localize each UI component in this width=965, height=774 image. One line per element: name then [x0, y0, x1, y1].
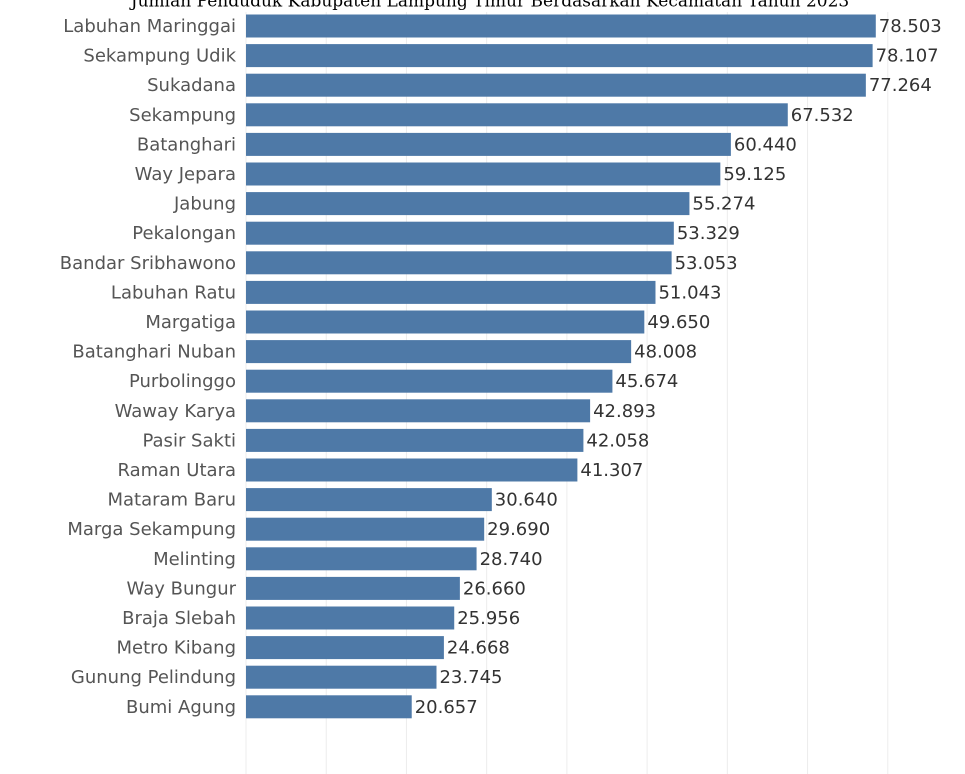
y-tick-label: Marga Sekampung: [67, 519, 236, 540]
bar: [246, 399, 591, 423]
bar: [246, 576, 460, 600]
value-label: 29.690: [487, 519, 550, 540]
y-tick-label: Way Bungur: [127, 578, 237, 599]
y-tick-label: Labuhan Maringgai: [63, 16, 236, 37]
y-tick-label: Bandar Sribhawono: [60, 253, 236, 274]
value-label: 67.532: [791, 105, 854, 126]
value-label: 24.668: [447, 638, 510, 659]
bar: [246, 547, 477, 571]
y-tick-label: Waway Karya: [115, 401, 236, 422]
y-tick-label: Bumi Agung: [126, 697, 236, 718]
bar: [246, 73, 866, 97]
value-label: 53.053: [675, 253, 738, 274]
value-label: 78.503: [879, 16, 942, 37]
y-tick-label: Pasir Sakti: [142, 430, 236, 451]
value-label: 42.893: [593, 401, 656, 422]
value-label: 60.440: [734, 134, 797, 155]
value-label: 53.329: [677, 223, 740, 244]
y-tick-label: Sekampung Udik: [83, 46, 236, 67]
bar: [246, 192, 690, 216]
value-label: 30.640: [495, 490, 558, 511]
bar: [246, 310, 645, 334]
value-label: 41.307: [580, 460, 643, 481]
y-tick-label: Melinting: [153, 549, 236, 570]
y-tick-label: Way Jepara: [135, 164, 236, 185]
bar: [246, 517, 485, 541]
value-label: 23.745: [439, 667, 502, 688]
bar: [246, 488, 492, 512]
y-tick-label: Margatiga: [145, 312, 236, 333]
bar: [246, 428, 584, 452]
y-tick-label: Purbolinggo: [129, 371, 236, 392]
value-label: 20.657: [415, 697, 478, 718]
bar: [246, 162, 721, 186]
value-label: 49.650: [647, 312, 710, 333]
y-tick-label: Sukadana: [147, 75, 236, 96]
value-label: 45.674: [615, 371, 678, 392]
value-label: 42.058: [586, 430, 649, 451]
bar: [246, 103, 788, 127]
bar: [246, 132, 731, 156]
value-label: 59.125: [723, 164, 786, 185]
y-tick-label: Braja Slebah: [122, 608, 236, 629]
value-label: 48.008: [634, 342, 697, 363]
y-tick-label: Sekampung: [129, 105, 236, 126]
bar: [246, 665, 437, 689]
y-tick-label: Batanghari Nuban: [72, 342, 236, 363]
value-label: 28.740: [480, 549, 543, 570]
bar: [246, 606, 455, 630]
chart-title: Jumlah Penduduk Kabupaten Lampung Timur …: [129, 0, 849, 12]
bar: [246, 458, 578, 482]
bar: [246, 221, 674, 245]
value-label: 78.107: [876, 46, 939, 67]
bar: [246, 251, 672, 275]
value-label: 26.660: [463, 578, 526, 599]
bar: [246, 636, 444, 660]
bar: [246, 369, 613, 393]
bar: [246, 340, 632, 364]
y-tick-label: Pekalongan: [132, 223, 236, 244]
y-tick-label: Labuhan Ratu: [111, 282, 236, 303]
value-label: 77.264: [869, 75, 932, 96]
value-label: 25.956: [457, 608, 520, 629]
bar: [246, 44, 873, 68]
value-label: 51.043: [658, 282, 721, 303]
value-label: 55.274: [692, 194, 755, 215]
y-tick-label: Gunung Pelindung: [71, 667, 236, 688]
y-tick-label: Raman Utara: [117, 460, 236, 481]
y-tick-label: Jabung: [173, 194, 236, 215]
y-tick-label: Batanghari: [137, 134, 236, 155]
bar: [246, 14, 876, 38]
y-tick-label: Mataram Baru: [107, 490, 236, 511]
bar: [246, 695, 412, 719]
bar: [246, 280, 656, 304]
y-tick-label: Metro Kibang: [117, 638, 237, 659]
